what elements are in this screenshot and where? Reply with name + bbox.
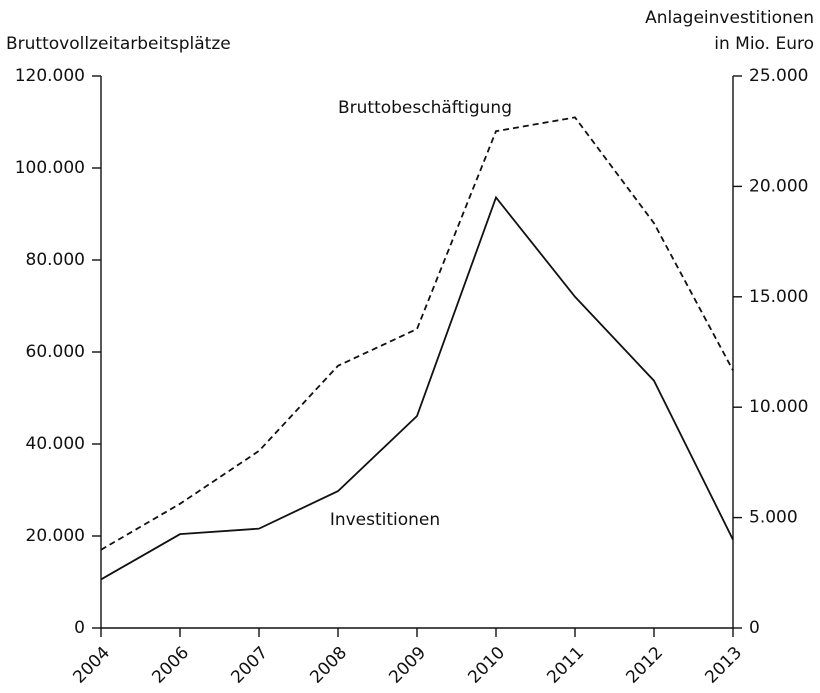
y-axis-label: Bruttovollzeitarbeitsplätze [6,34,231,54]
y-tick-label: 120.000 [15,66,85,86]
y2-axis-label: in Mio. Euro [714,34,814,54]
y2-tick-label: 10.000 [749,397,808,417]
y2-tick-label: 0 [749,618,760,638]
y-tick-label: 60.000 [26,342,85,362]
line-series [100,116,734,551]
y2-tick-label: 25.000 [749,66,808,86]
y-tick-label: 40.000 [26,434,85,454]
x-tick-label: 2006 [148,643,193,688]
x-tick-label: 2010 [464,643,509,688]
x-tick-label: 2013 [701,643,746,688]
series-label: Bruttobeschäftigung [338,98,512,118]
x-tick-label: 2004 [69,643,114,688]
y-tick-label: 100.000 [15,158,85,178]
x-tick-label: 2011 [543,643,588,688]
y2-tick-label: 15.000 [749,287,808,307]
x-tick-label: 2007 [227,643,272,688]
series-label: Investitionen [330,510,440,530]
y2-tick-label: 20.000 [749,176,808,196]
x-tick-label: 2012 [622,643,667,688]
y-tick-label: 20.000 [26,526,85,546]
x-tick-label: 2008 [306,643,351,688]
y2-axis-label: Anlageinvestitionen [645,8,814,28]
y-tick-label: 0 [74,618,85,638]
y-tick-label: 80.000 [26,250,85,270]
x-tick-label: 2009 [385,643,430,688]
line-series [100,195,734,581]
y2-tick-label: 5.000 [749,508,798,528]
